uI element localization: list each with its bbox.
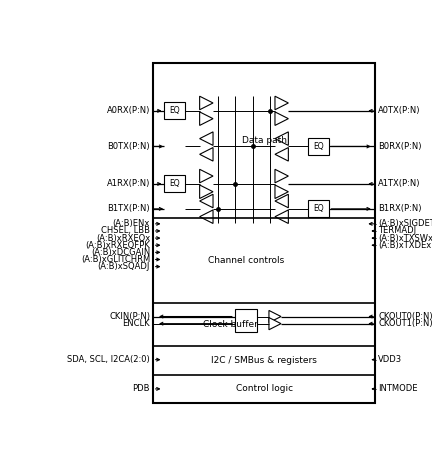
Text: (A:B)xSQADJ: (A:B)xSQADJ xyxy=(98,262,150,271)
Polygon shape xyxy=(275,112,289,125)
Polygon shape xyxy=(200,210,213,224)
Text: EQ: EQ xyxy=(313,204,324,213)
Text: A0RX(P:N): A0RX(P:N) xyxy=(107,106,150,115)
Text: CKIN(P:N): CKIN(P:N) xyxy=(109,312,150,321)
Text: (A:B)xSIGDET: (A:B)xSIGDET xyxy=(378,219,432,228)
Bar xyxy=(308,200,328,218)
Polygon shape xyxy=(269,318,281,330)
Polygon shape xyxy=(200,194,213,208)
Bar xyxy=(153,63,375,403)
Text: (A:B)xDCGAIN: (A:B)xDCGAIN xyxy=(91,248,150,257)
Bar xyxy=(165,175,184,193)
Text: Channel controls: Channel controls xyxy=(208,256,284,265)
Polygon shape xyxy=(200,185,213,199)
Text: I2C / SMBus & registers: I2C / SMBus & registers xyxy=(211,356,317,365)
Polygon shape xyxy=(275,169,289,183)
Polygon shape xyxy=(275,194,289,208)
Text: Data path: Data path xyxy=(241,136,286,145)
Bar xyxy=(165,102,184,119)
Bar xyxy=(235,309,257,332)
Text: CHSEL, LBB: CHSEL, LBB xyxy=(101,226,150,236)
Text: CKOUT1(P:N): CKOUT1(P:N) xyxy=(378,319,432,328)
Text: (A:B)xTXDEx: (A:B)xTXDEx xyxy=(378,241,431,250)
Polygon shape xyxy=(200,96,213,110)
Polygon shape xyxy=(269,310,281,323)
Text: A0TX(P:N): A0TX(P:N) xyxy=(378,106,421,115)
Text: B0RX(P:N): B0RX(P:N) xyxy=(378,142,422,151)
Text: EQ: EQ xyxy=(169,179,180,188)
Polygon shape xyxy=(200,148,213,161)
Text: Control logic: Control logic xyxy=(235,384,292,394)
Text: (A:B)xRXEQx: (A:B)xRXEQx xyxy=(96,234,150,243)
Polygon shape xyxy=(275,185,289,199)
Text: (A:B)ENx: (A:B)ENx xyxy=(113,219,150,228)
Text: (A:B)xTXSWx: (A:B)xTXSWx xyxy=(378,234,432,243)
Polygon shape xyxy=(275,148,289,161)
Text: CKOUT0(P:N): CKOUT0(P:N) xyxy=(378,312,432,321)
Text: B0TX(P:N): B0TX(P:N) xyxy=(108,142,150,151)
Text: SDA, SCL, I2CA(2:0): SDA, SCL, I2CA(2:0) xyxy=(67,355,150,364)
Text: PDB: PDB xyxy=(133,384,150,394)
Text: VDD3: VDD3 xyxy=(378,355,402,364)
Text: TERMADJ: TERMADJ xyxy=(378,226,416,236)
Polygon shape xyxy=(275,96,289,110)
Text: EQ: EQ xyxy=(169,106,180,115)
Polygon shape xyxy=(200,132,213,145)
Text: ENCLK: ENCLK xyxy=(122,319,150,328)
Polygon shape xyxy=(200,169,213,183)
Bar xyxy=(308,138,328,155)
Polygon shape xyxy=(200,112,213,125)
Text: (A:B)xGLITCHRM: (A:B)xGLITCHRM xyxy=(81,255,150,264)
Text: B1TX(P:N): B1TX(P:N) xyxy=(108,204,150,213)
Text: B1RX(P:N): B1RX(P:N) xyxy=(378,204,422,213)
Text: (A:B)xRXEQFPK: (A:B)xRXEQFPK xyxy=(86,241,150,250)
Text: A1RX(P:N): A1RX(P:N) xyxy=(107,179,150,188)
Text: INTMODE: INTMODE xyxy=(378,384,418,394)
Text: EQ: EQ xyxy=(313,142,324,151)
Polygon shape xyxy=(275,210,289,224)
Text: Clock buffer: Clock buffer xyxy=(203,320,258,329)
Polygon shape xyxy=(275,132,289,145)
Text: A1TX(P:N): A1TX(P:N) xyxy=(378,179,421,188)
